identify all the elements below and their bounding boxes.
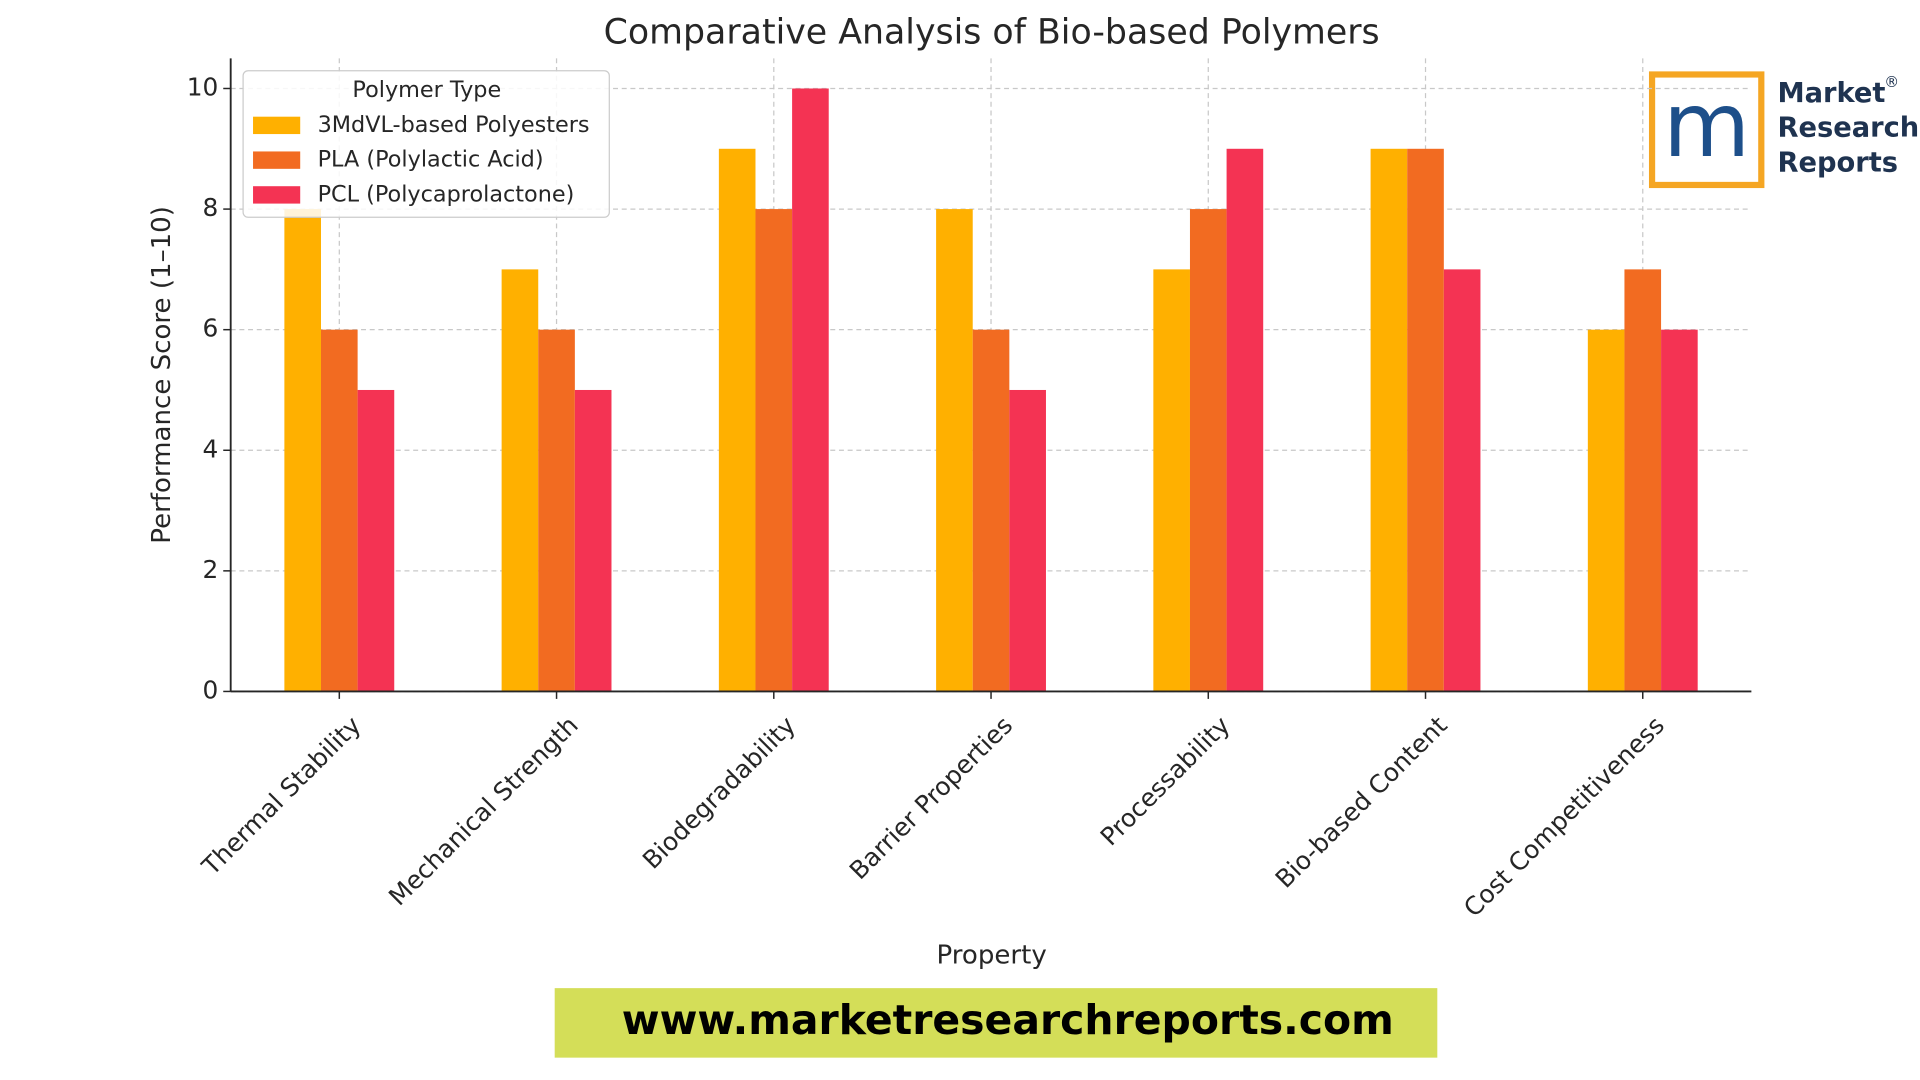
- bar: [1189, 209, 1227, 692]
- footer-url: www.marketresearchreports.com: [622, 996, 1394, 1044]
- chart-title: Comparative Analysis of Bio-based Polyme…: [604, 13, 1380, 53]
- logo: m Market ® Research Reports: [1648, 71, 1919, 189]
- x-tick-label: Mechanical Strength: [383, 711, 584, 912]
- bar: [357, 389, 395, 692]
- legend-swatch: [253, 151, 301, 169]
- bar: [321, 329, 358, 692]
- y-tick-label: 0: [202, 675, 218, 704]
- bar: [792, 88, 829, 692]
- bar: [538, 329, 575, 692]
- logo-text: Research: [1777, 113, 1919, 144]
- x-tick-label: Biodegradability: [637, 711, 801, 875]
- bar: [972, 329, 1010, 692]
- logo-frame: [1648, 71, 1765, 189]
- bar: [574, 389, 612, 692]
- bar: [718, 148, 756, 692]
- legend-label: PCL (Polycaprolactone): [318, 181, 575, 207]
- y-tick-label: 8: [202, 193, 218, 222]
- y-tick-label: 6: [202, 314, 218, 343]
- legend-frame: [242, 70, 610, 218]
- y-tick-label: 10: [187, 72, 219, 101]
- x-tick-label: Processability: [1095, 711, 1236, 852]
- bar: [284, 209, 321, 692]
- bar: [1624, 269, 1662, 692]
- bar: [1587, 329, 1625, 692]
- y-tick-label: 2: [202, 555, 218, 584]
- bar: [1661, 329, 1698, 692]
- bar: [936, 209, 973, 692]
- x-axis-label: Property: [937, 940, 1047, 970]
- bar: [1009, 389, 1046, 692]
- bar: [1443, 269, 1481, 692]
- legend-swatch: [253, 116, 301, 135]
- bar: [501, 269, 539, 692]
- y-axis-label: Performance Score (1–10): [147, 206, 177, 544]
- legend-label: 3MdVL-based Polyesters: [318, 112, 590, 138]
- legend-label: PLA (Polylactic Acid): [318, 147, 544, 173]
- bar: [1153, 269, 1190, 692]
- bar: [1407, 148, 1444, 692]
- footer-banner: [554, 988, 1438, 1058]
- legend-title: Polymer Type: [352, 77, 501, 103]
- logo-text: Market: [1777, 78, 1885, 109]
- bar: [755, 209, 793, 692]
- logo-mark: m: [1663, 74, 1750, 178]
- bar: [1370, 148, 1408, 692]
- legend: Polymer Type 3MdVL-based Polyesters PLA (P…: [242, 70, 610, 218]
- y-tick-label: 4: [202, 434, 218, 463]
- x-tick-label: Bio-based Content: [1270, 710, 1453, 893]
- x-tick-label: Barrier Properties: [844, 711, 1019, 886]
- logo-registered: ®: [1884, 73, 1899, 91]
- x-tick-label: Cost Competitiveness: [1458, 711, 1670, 923]
- x-tick-label: Thermal Stability: [196, 711, 367, 882]
- logo-text: Reports: [1777, 147, 1898, 178]
- bar: [1226, 148, 1264, 692]
- legend-swatch: [253, 186, 301, 204]
